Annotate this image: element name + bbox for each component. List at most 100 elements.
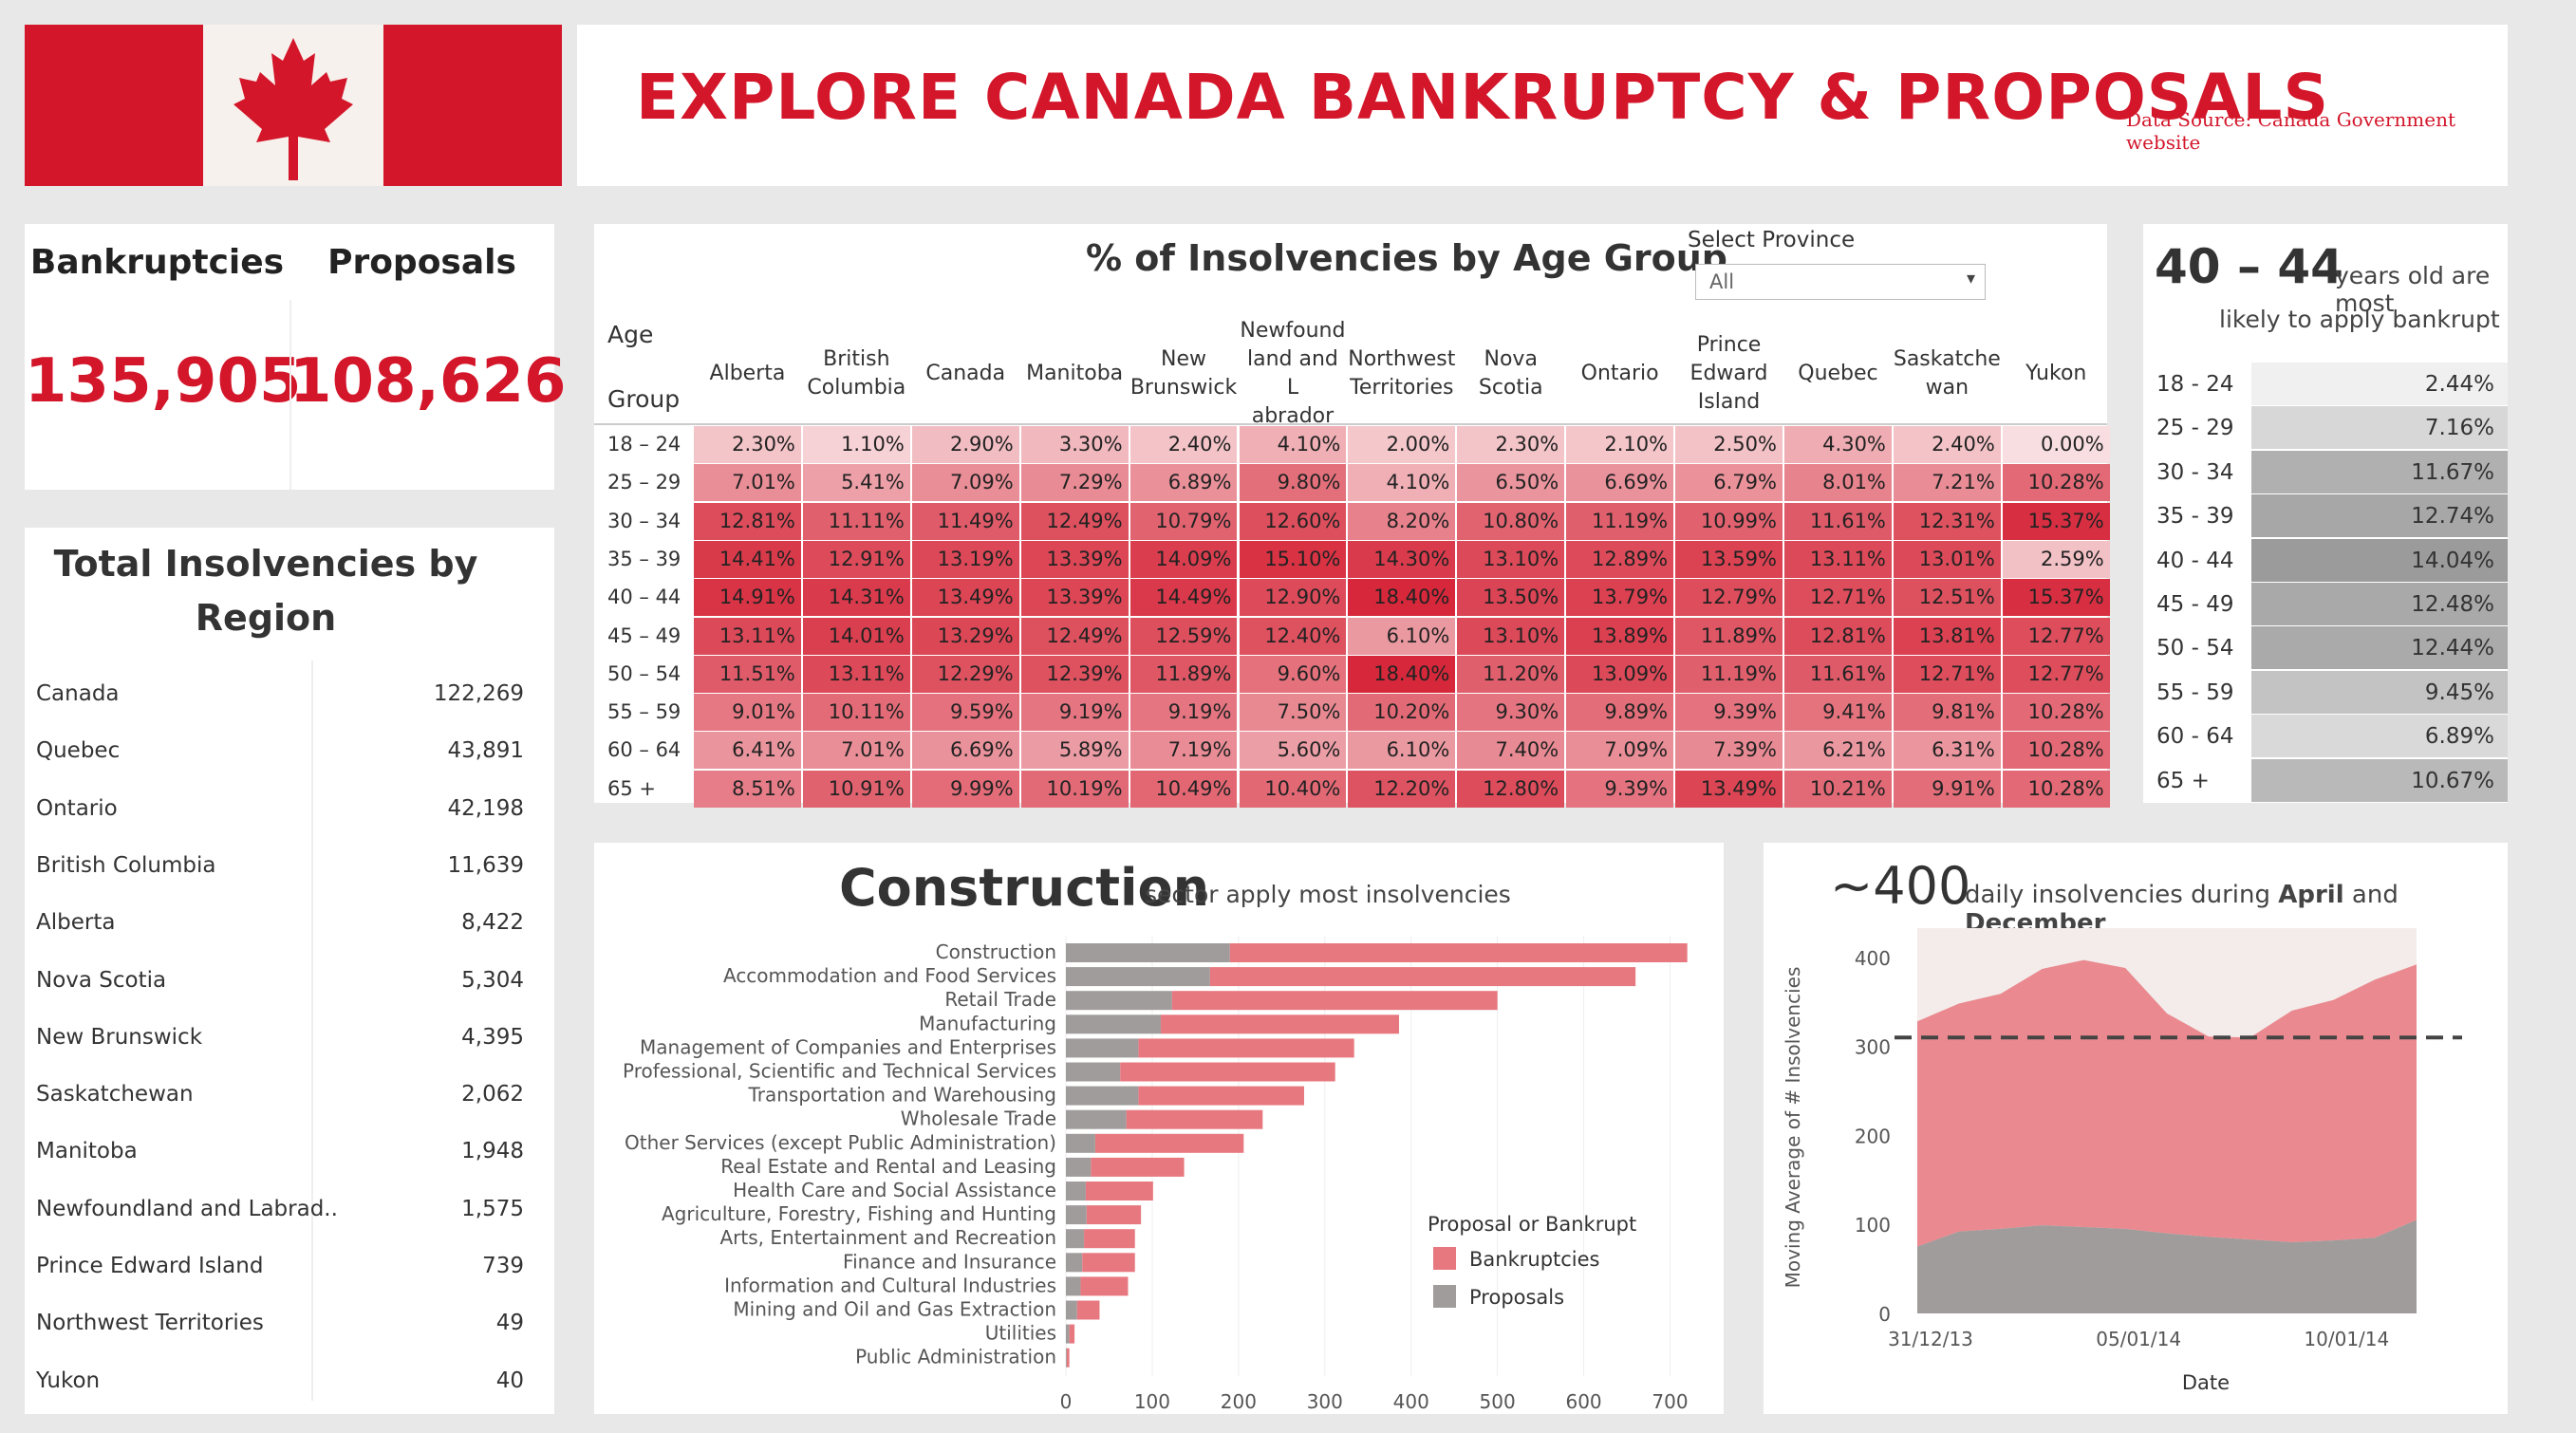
region-name: Newfoundland and Labrad.. [36, 1196, 338, 1221]
heatmap-cell: 13.11% [694, 617, 801, 655]
heatmap-cell: 2.00% [1348, 426, 1456, 463]
age-row: 45 - 49 12.48% [2143, 583, 2508, 626]
heatmap-cell: 2.59% [2002, 540, 2110, 578]
heatmap-cell: 13.50% [1457, 579, 1565, 617]
heatmap-cell: 2.40% [1893, 426, 2001, 463]
bankruptcies-bar [1086, 1205, 1142, 1225]
age-shade-bar [2251, 450, 2508, 493]
heatmap-cell: 6.10% [1348, 617, 1456, 655]
age-label: 40 - 44 [2156, 548, 2234, 573]
age-shade-bar [2251, 670, 2508, 714]
age-value: 14.04% [2411, 548, 2494, 573]
heatmap-cell: 9.91% [1893, 770, 2001, 808]
heatmap-cell: 12.81% [1784, 617, 1892, 655]
heatmap-cell: 12.60% [1239, 502, 1347, 540]
age-headline-text-2: likely to apply bankrupt [2219, 306, 2500, 333]
proposals-bar [1066, 1253, 1083, 1273]
x-tick-label: 05/01/14 [2096, 1328, 2181, 1350]
age-group-label: 35 – 39 [607, 547, 681, 570]
age-label: 25 - 29 [2156, 416, 2234, 441]
heatmap-cell: 5.41% [802, 464, 910, 502]
region-name: New Brunswick [36, 1024, 203, 1050]
heatmap-cell: 14.09% [1129, 540, 1238, 578]
header: EXPLORE CANADA BANKRUPTCY & PROPOSALS Da… [577, 25, 2508, 186]
x-tick-label: 400 [1393, 1390, 1429, 1413]
bankruptcies-bar [1138, 1086, 1304, 1106]
proposals-area [1917, 1219, 2417, 1313]
category-label: Retail Trade [944, 988, 1056, 1011]
proposals-bar [1066, 1229, 1085, 1249]
age-headline: 40 – 44 [2155, 239, 2343, 294]
heatmap-cell: 10.91% [802, 770, 910, 808]
category-label: Public Administration [855, 1346, 1056, 1368]
heatmap-cell: 14.41% [694, 540, 801, 578]
region-value: 42,198 [447, 795, 524, 821]
category-label: Professional, Scientific and Technical S… [623, 1060, 1056, 1083]
heatmap-cell: 1.10% [802, 426, 910, 463]
bankruptcies-area [1917, 959, 2417, 1247]
heatmap-cell: 6.31% [1893, 732, 2001, 770]
region-value: 1,575 [461, 1196, 524, 1221]
heatmap-cell: 13.39% [1020, 540, 1129, 578]
heatmap-cell: 7.29% [1020, 464, 1129, 502]
heatmap-cell: 12.31% [1893, 502, 2001, 540]
age-row: 60 - 64 6.89% [2143, 715, 2508, 758]
heatmap-cell: 7.09% [1566, 732, 1674, 770]
column-header: Ontario [1580, 362, 1659, 385]
heatmap-cell: 11.20% [1457, 655, 1565, 693]
heatmap-cell: 2.50% [1675, 426, 1783, 463]
heatmap-cell: 13.59% [1675, 540, 1783, 578]
region-value: 40 [495, 1368, 524, 1393]
region-row: Saskatchewan 2,062 [36, 1065, 524, 1122]
bankruptcies-bar [1126, 1109, 1263, 1129]
region-name: Alberta [36, 910, 116, 936]
age-value: 6.89% [2424, 724, 2494, 750]
heatmap-cell: 7.19% [1129, 732, 1238, 770]
region-row: British Columbia 11,639 [36, 836, 524, 893]
bankruptcies-bar [1161, 1014, 1399, 1034]
proposals-bar [1066, 1133, 1095, 1153]
heatmap-cell: 13.29% [911, 617, 1019, 655]
category-label: Utilities [985, 1322, 1056, 1345]
x-axis-label: Date [2182, 1371, 2230, 1394]
bankruptcies-bar [1091, 1157, 1185, 1177]
bankruptcies-bar [1085, 1182, 1153, 1200]
heatmap-cell: 9.41% [1784, 694, 1892, 732]
region-name: Canada [36, 681, 120, 706]
legend-label: Proposals [1469, 1286, 1564, 1309]
age-row: 40 - 44 14.04% [2143, 538, 2508, 583]
heatmap-cell: 9.39% [1566, 770, 1674, 808]
heatmap-cell: 5.60% [1239, 732, 1347, 770]
heatmap-cell: 7.40% [1457, 732, 1565, 770]
column-header: Northwest Territories [1348, 347, 1456, 400]
heatmap-cell: 7.09% [911, 464, 1019, 502]
region-row: Prince Edward Island 739 [36, 1237, 524, 1293]
heatmap-cell: 6.50% [1457, 464, 1565, 502]
region-row: Alberta 8,422 [36, 893, 524, 950]
heatmap-cell: 7.01% [802, 732, 910, 770]
heatmap-cell: 6.21% [1784, 732, 1892, 770]
proposals-bar [1066, 1062, 1121, 1082]
heatmap-cell: 12.90% [1239, 579, 1347, 617]
proposals-label: Proposals [327, 243, 516, 282]
proposals-bar [1066, 1205, 1087, 1225]
category-label: Transportation and Warehousing [747, 1084, 1056, 1107]
region-value: 2,062 [461, 1082, 524, 1107]
heatmap-cell: 13.11% [802, 655, 910, 693]
x-tick-label: 200 [1221, 1390, 1257, 1413]
age-shade-bar [2251, 363, 2508, 405]
region-name: Prince Edward Island [36, 1254, 264, 1278]
column-header: Canada [925, 362, 1006, 385]
age-row: 30 - 34 11.67% [2143, 450, 2508, 494]
heatmap-cell: 13.81% [1893, 617, 2001, 655]
category-label: Wholesale Trade [901, 1107, 1056, 1130]
heatmap-cell: 11.51% [694, 655, 801, 693]
province-select-label: Select Province [1688, 228, 1856, 252]
column-header: Yukon [2025, 362, 2087, 385]
province-select[interactable]: All ▾ [1695, 264, 1986, 300]
proposals-bar [1066, 1014, 1162, 1034]
heatmap-cell: 11.19% [1675, 655, 1783, 693]
heatmap-cell: 13.01% [1893, 540, 2001, 578]
heatmap-cell: 12.79% [1675, 579, 1783, 617]
